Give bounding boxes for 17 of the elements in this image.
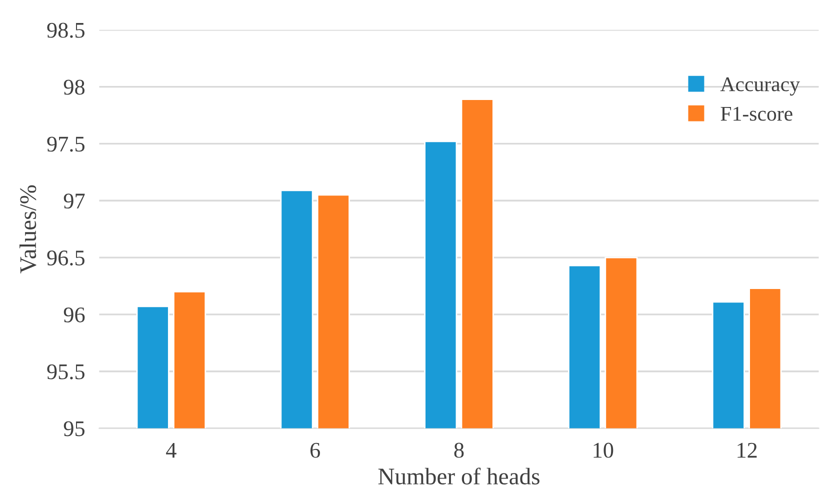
y-tick-label: 96.5	[47, 250, 84, 266]
x-tick-label: 12	[738, 442, 757, 458]
y-tick-label: 98	[64, 80, 85, 95]
legend-label: Accuracy	[720, 77, 800, 96]
y-tick-label: 96	[64, 307, 85, 322]
x-tick-label: 6	[310, 442, 320, 458]
y-tick-label: 95.5	[47, 364, 84, 380]
x-tick-label: 4	[166, 442, 176, 458]
y-tick-label: 97	[64, 194, 85, 209]
y-tick-label: 98.5	[47, 22, 84, 38]
x-tick-label: 8	[454, 442, 464, 458]
legend-label: F1-score	[720, 106, 792, 121]
x-tick-label: 10	[594, 442, 614, 458]
y-tick-label: 97.5	[47, 136, 84, 152]
y-axis-title: Values/%	[19, 185, 36, 274]
y-tick-label: 95	[64, 421, 84, 436]
x-axis-title: Number of heads	[378, 468, 540, 484]
